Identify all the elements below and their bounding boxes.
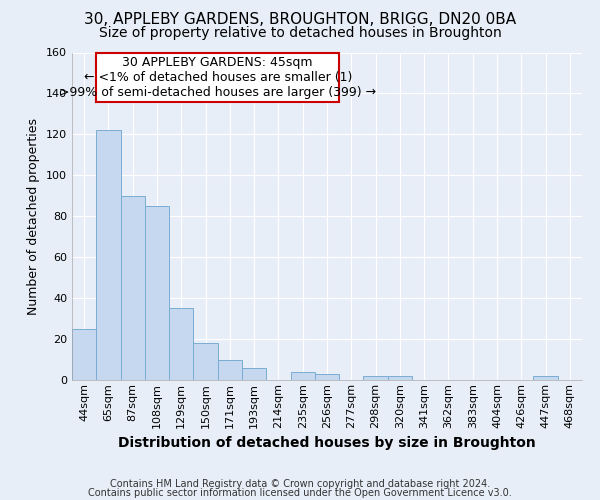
FancyBboxPatch shape <box>96 52 339 102</box>
Text: 30 APPLEBY GARDENS: 45sqm
← <1% of detached houses are smaller (1)
>99% of semi-: 30 APPLEBY GARDENS: 45sqm ← <1% of detac… <box>59 56 376 98</box>
X-axis label: Distribution of detached houses by size in Broughton: Distribution of detached houses by size … <box>118 436 536 450</box>
Bar <box>145 206 169 380</box>
Bar <box>121 196 145 380</box>
Y-axis label: Number of detached properties: Number of detached properties <box>28 118 40 315</box>
Text: Contains public sector information licensed under the Open Government Licence v3: Contains public sector information licen… <box>88 488 512 498</box>
Bar <box>218 360 242 380</box>
Text: Size of property relative to detached houses in Broughton: Size of property relative to detached ho… <box>98 26 502 40</box>
Bar <box>533 376 558 380</box>
Text: Contains HM Land Registry data © Crown copyright and database right 2024.: Contains HM Land Registry data © Crown c… <box>110 479 490 489</box>
Bar <box>388 376 412 380</box>
Bar <box>364 376 388 380</box>
Bar <box>242 368 266 380</box>
Bar <box>96 130 121 380</box>
Bar <box>169 308 193 380</box>
Bar <box>315 374 339 380</box>
Bar <box>193 343 218 380</box>
Text: 30, APPLEBY GARDENS, BROUGHTON, BRIGG, DN20 0BA: 30, APPLEBY GARDENS, BROUGHTON, BRIGG, D… <box>84 12 516 28</box>
Bar <box>290 372 315 380</box>
Bar <box>72 329 96 380</box>
